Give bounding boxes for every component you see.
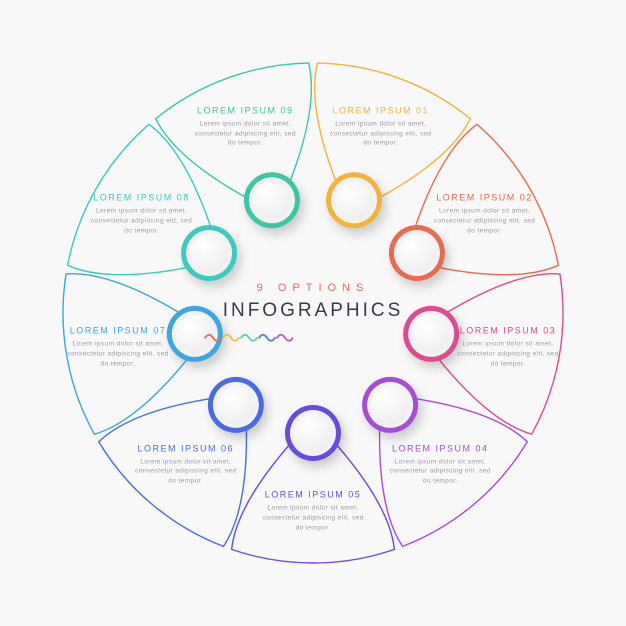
node-08 (181, 225, 237, 281)
node-06 (208, 377, 264, 433)
node-09 (244, 172, 300, 228)
node-05 (285, 405, 341, 461)
node-04 (362, 377, 418, 433)
center-subtitle: 9 OPTIONS (203, 282, 423, 294)
node-01 (326, 172, 382, 228)
center-block: 9 OPTIONS INFOGRAPHICS (203, 282, 423, 342)
center-waves (203, 332, 293, 342)
center-title: INFOGRAPHICS (203, 300, 423, 322)
infographic-stage: 9 OPTIONS INFOGRAPHICS LOREM IPSUM 01Lor… (0, 0, 626, 626)
node-02 (389, 225, 445, 281)
